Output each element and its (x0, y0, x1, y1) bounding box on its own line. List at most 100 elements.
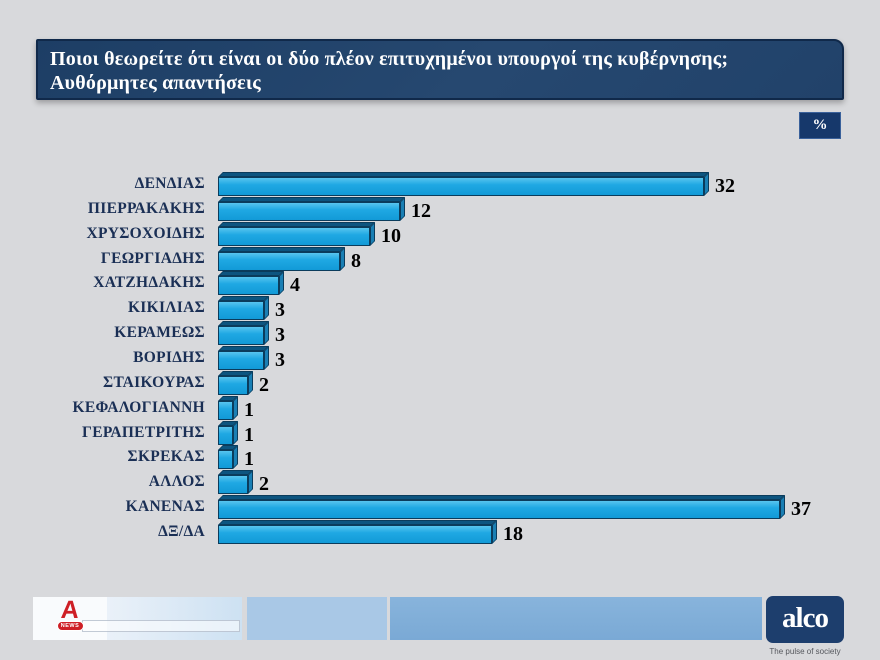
chart-row: ΣΤΑΙΚΟΥΡΑΣ 2 (0, 370, 880, 396)
bar-front-face (218, 351, 264, 371)
value-label: 3 (275, 324, 285, 347)
chart-row: ΧΡΥΣΟΧΟΙΔΗΣ 10 (0, 221, 880, 247)
footer-segment-3 (247, 597, 387, 640)
chart-row: ΠΙΕΡΡΑΚΑΚΗΣ 12 (0, 196, 880, 222)
chart-row: ΚΑΝΕΝΑΣ 37 (0, 495, 880, 520)
footer-segment-1 (33, 597, 107, 640)
footer-divider-box (82, 620, 240, 632)
value-label: 4 (290, 274, 300, 297)
chart-row: ΧΑΤΖΗΔΑΚΗΣ 4 (0, 271, 880, 296)
category-label: ΔΕΝΔΙΑΣ (134, 175, 205, 192)
value-label: 2 (259, 373, 269, 396)
footer-segment-2 (107, 597, 242, 640)
bar-side-face (780, 495, 785, 520)
percent-unit-badge: % (799, 112, 841, 139)
bar-3d: 1 (218, 420, 880, 446)
category-label: ΓΕΩΡΓΙΑΔΗΣ (100, 249, 205, 267)
bar-front-face (218, 500, 780, 520)
alpha-news-badge: NEWS (56, 621, 84, 631)
bar-3d: 3 (218, 296, 880, 321)
footer-segment-4 (390, 597, 762, 640)
bar-side-face (492, 520, 497, 545)
alpha-news-logo-icon: A NEWS (55, 596, 85, 631)
bar-side-face (233, 420, 238, 445)
bar-front-face (218, 276, 279, 296)
bar-3d: 12 (218, 196, 880, 222)
category-label: ΣΤΑΙΚΟΥΡΑΣ (103, 373, 205, 391)
category-label: ΒΟΡΙΔΗΣ (133, 349, 205, 367)
category-label: ΔΞ/ΔΑ (158, 523, 205, 541)
value-label: 37 (791, 498, 811, 521)
bar-front-face (218, 301, 264, 321)
chart-row: ΔΞ/ΔΑ 18 (0, 520, 880, 545)
bar-side-face (264, 346, 269, 371)
page-title-line1: Ποιοι θεωρείτε ότι είναι οι δύο πλέον επ… (50, 48, 729, 70)
chart: ΔΕΝΔΙΑΣ 32 ΠΙΕΡΡΑΚΑΚΗΣ 12 ΧΡΥΣΟΧΟΙΔΗΣ 10 ΓΕΩΡΓ… (0, 172, 880, 545)
category-label: ΓΕΡΑΠΕΤΡΙΤΗΣ (82, 423, 205, 441)
chart-row: ΚΕΡΑΜΕΩΣ 3 (0, 321, 880, 346)
category-label: ΧΑΤΖΗΔΑΚΗΣ (93, 274, 205, 292)
bar-side-face (279, 271, 284, 296)
bar-side-face (340, 246, 345, 271)
bar-front-face (218, 201, 400, 221)
chart-row: ΣΚΡΕΚΑΣ 1 (0, 445, 880, 470)
value-label: 2 (259, 473, 269, 496)
chart-row: ΔΕΝΔΙΑΣ 32 (0, 172, 880, 197)
bar-side-face (233, 395, 238, 420)
chart-row: ΒΟΡΙΔΗΣ 3 (0, 346, 880, 371)
chart-row: ΓΕΡΑΠΕΤΡΙΤΗΣ 1 (0, 420, 880, 446)
bar-3d: 1 (218, 445, 880, 470)
chart-row: ΚΕΦΑΛΟΓΙΑΝΝΗ 1 (0, 395, 880, 421)
bar-front-face (218, 226, 370, 246)
bar-front-face (218, 177, 704, 196)
category-label: ΣΚΡΕΚΑΣ (127, 448, 205, 466)
value-label: 1 (244, 423, 254, 446)
value-label: 3 (275, 349, 285, 372)
category-label: ΚΙΚΙΛΙΑΣ (127, 299, 205, 317)
category-label: ΚΑΝΕΝΑΣ (125, 498, 205, 516)
value-label: 18 (503, 523, 523, 546)
bar-3d: 10 (218, 221, 880, 247)
alpha-letter-icon: A (59, 596, 81, 624)
chart-row: ΑΛΛΟΣ 2 (0, 470, 880, 495)
value-label: 10 (381, 224, 401, 247)
bar-3d: 18 (218, 520, 880, 545)
alco-logo: alco (766, 596, 844, 643)
bar-side-face (400, 196, 405, 221)
value-label: 12 (411, 199, 431, 222)
bar-side-face (248, 370, 253, 395)
chart-row: ΚΙΚΙΛΙΑΣ 3 (0, 296, 880, 321)
category-label: ΧΡΥΣΟΧΟΙΔΗΣ (86, 224, 205, 242)
value-label: 3 (275, 299, 285, 322)
bar-3d: 2 (218, 370, 880, 396)
chart-row: ΓΕΩΡΓΙΑΔΗΣ 8 (0, 246, 880, 272)
bar-3d: 8 (218, 246, 880, 272)
page-title-line2: Αυθόρμητες απαντήσεις (50, 72, 261, 95)
bar-front-face (218, 525, 492, 545)
bar-front-face (218, 400, 233, 420)
bar-3d: 4 (218, 271, 880, 296)
value-label: 32 (715, 175, 735, 197)
bar-front-face (218, 375, 248, 395)
category-label: ΑΛΛΟΣ (148, 473, 205, 491)
bar-3d: 32 (218, 172, 880, 197)
value-label: 1 (244, 398, 254, 421)
alco-tagline: The pulse of society (769, 647, 841, 656)
category-label: ΚΕΡΑΜΕΩΣ (114, 324, 205, 342)
bar-3d: 3 (218, 346, 880, 371)
value-label: 1 (244, 448, 254, 471)
bar-side-face (248, 470, 253, 495)
bar-side-face (704, 172, 709, 196)
bar-front-face (218, 450, 233, 470)
bar-front-face (218, 251, 340, 271)
bar-3d: 2 (218, 470, 880, 495)
bar-front-face (218, 425, 233, 445)
bar-front-face (218, 475, 248, 495)
value-label: 8 (351, 249, 361, 272)
bar-side-face (233, 445, 238, 470)
bar-front-face (218, 326, 264, 346)
category-label: ΚΕΦΑΛΟΓΙΑΝΝΗ (72, 398, 205, 416)
alco-logo-text: alco (782, 602, 829, 634)
bar-3d: 1 (218, 395, 880, 421)
